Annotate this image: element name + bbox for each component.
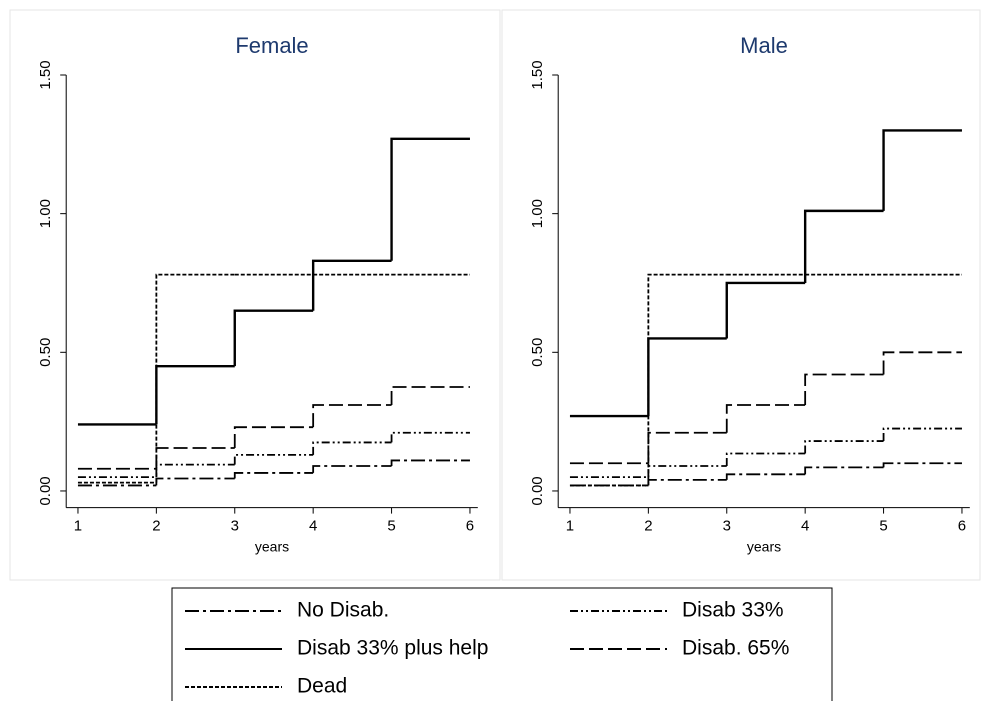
x-axis-label: years bbox=[747, 538, 781, 554]
step-segment bbox=[882, 462, 962, 468]
x-tick-label: 4 bbox=[309, 518, 317, 535]
step-segment bbox=[390, 137, 470, 261]
panel-frame bbox=[501, 9, 981, 581]
step-segment bbox=[804, 466, 884, 475]
legend-label: Disab 33% plus help bbox=[297, 637, 488, 660]
x-tick-label: 6 bbox=[958, 518, 966, 535]
step-segment bbox=[311, 259, 392, 311]
step-segment bbox=[390, 431, 470, 443]
step-segment bbox=[804, 373, 884, 405]
y-tick-label: 0.50 bbox=[529, 338, 546, 367]
step-segment bbox=[312, 441, 392, 455]
x-tick-label: 3 bbox=[723, 518, 731, 535]
step-segment bbox=[804, 440, 884, 454]
step-segment bbox=[647, 273, 727, 486]
y-tick-label: 1.00 bbox=[529, 199, 546, 228]
x-tick-label: 3 bbox=[231, 518, 239, 535]
step-segment bbox=[233, 472, 314, 479]
step-segment bbox=[725, 281, 806, 339]
step-segment bbox=[803, 209, 884, 283]
y-tick-label: 1.50 bbox=[37, 60, 54, 89]
legend-label: Disab. 65% bbox=[682, 637, 789, 660]
y-tick-label: 1.00 bbox=[37, 199, 54, 228]
y-tick-label: 0.00 bbox=[37, 476, 54, 505]
panel-frame bbox=[9, 9, 501, 581]
legend-box bbox=[171, 587, 833, 701]
step-segment bbox=[233, 309, 314, 367]
step-segment bbox=[725, 473, 806, 480]
step-segment bbox=[233, 426, 314, 448]
legend-label: Disab 33% bbox=[682, 599, 784, 622]
step-segment bbox=[155, 273, 235, 483]
x-tick-label: 4 bbox=[801, 518, 809, 535]
step-segment bbox=[390, 386, 470, 405]
legend-label: Dead bbox=[297, 675, 347, 698]
step-segment bbox=[312, 465, 392, 473]
panel-title: Female bbox=[235, 33, 308, 58]
x-tick-label: 2 bbox=[644, 518, 652, 535]
x-tick-label: 1 bbox=[74, 518, 82, 535]
x-tick-label: 5 bbox=[879, 518, 887, 535]
legend-label: No Disab. bbox=[297, 599, 389, 622]
step-segment bbox=[233, 454, 314, 465]
x-tick-label: 1 bbox=[566, 518, 574, 535]
panel-title: Male bbox=[740, 33, 788, 58]
x-tick-label: 2 bbox=[152, 518, 160, 535]
x-tick-label: 6 bbox=[466, 518, 474, 535]
step-segment bbox=[725, 404, 806, 433]
step-segment bbox=[312, 404, 392, 428]
step-segment bbox=[390, 459, 470, 467]
y-tick-label: 0.00 bbox=[529, 476, 546, 505]
step-segment bbox=[725, 452, 806, 467]
y-tick-label: 0.50 bbox=[37, 338, 54, 367]
step-segment bbox=[882, 351, 962, 375]
x-tick-label: 5 bbox=[387, 518, 395, 535]
y-tick-label: 1.50 bbox=[529, 60, 546, 89]
step-segment bbox=[882, 129, 962, 211]
x-axis-label: years bbox=[255, 538, 289, 554]
step-segment bbox=[882, 427, 962, 442]
